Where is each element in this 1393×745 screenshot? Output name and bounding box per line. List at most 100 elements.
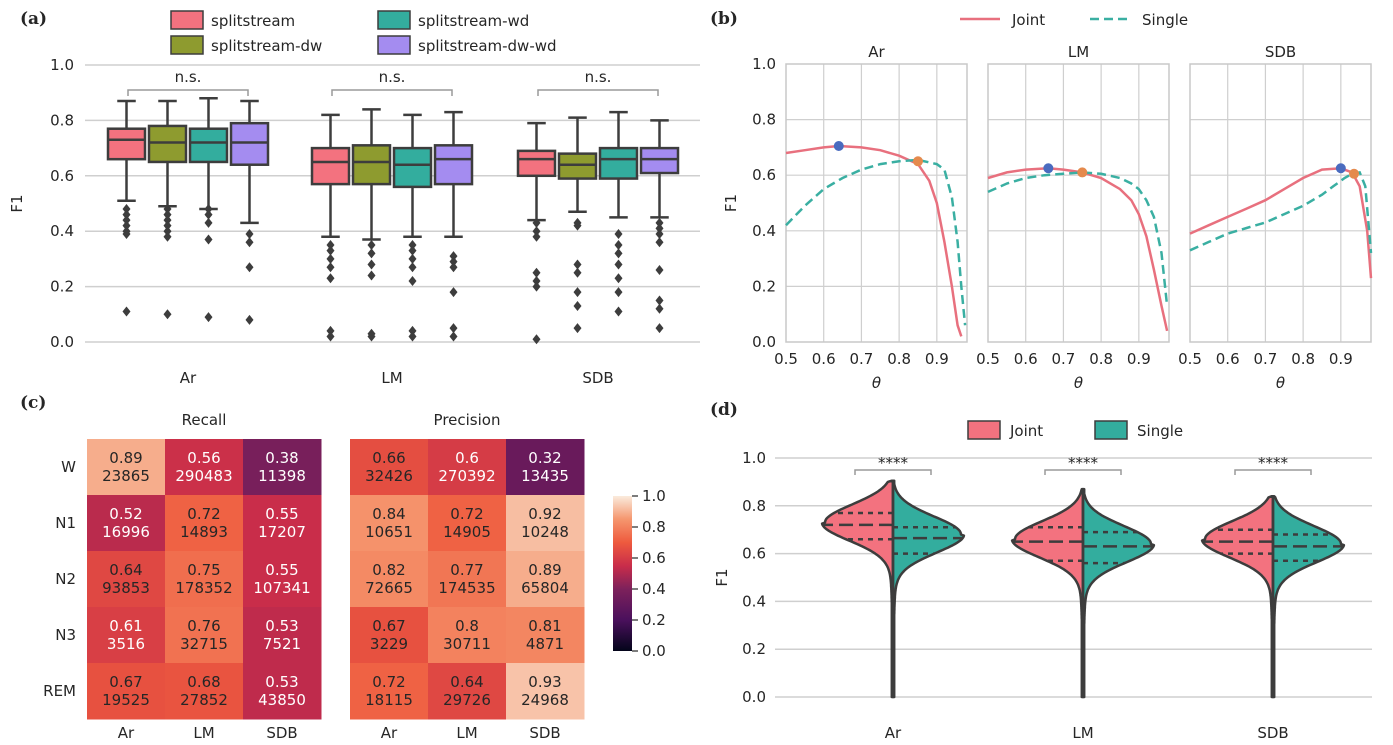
y-tick-label: 0.6	[742, 545, 766, 563]
colorbar-tick-label: 0.2	[642, 611, 666, 629]
x-tick-label: Ar	[885, 724, 902, 742]
cell-count: 107341	[253, 579, 310, 597]
cell-value: 0.55	[265, 505, 298, 523]
cell-value: 0.72	[187, 505, 220, 523]
outlier-marker	[326, 240, 335, 251]
x-tick-label: SDB	[266, 724, 297, 742]
x-tick-label: 0.7	[1051, 350, 1075, 368]
colorbar	[613, 496, 632, 651]
box-iqr	[106, 127, 147, 161]
outlier-marker	[326, 245, 335, 256]
outlier-marker	[532, 217, 541, 228]
y-tick-label: 0.4	[752, 222, 776, 240]
outlier-marker	[573, 323, 582, 334]
outlier-marker	[204, 312, 213, 323]
outlier-marker	[614, 228, 623, 239]
colorbar-tick-label: 0.4	[642, 580, 666, 598]
outlier-marker	[122, 209, 131, 220]
outlier-marker	[122, 204, 131, 215]
box-iqr	[188, 127, 229, 164]
outlier-marker	[532, 334, 541, 345]
cell-count: 10651	[365, 523, 413, 541]
box-Ar-3	[229, 99, 270, 325]
y-tick-label: 0.0	[742, 688, 766, 706]
cell-value: 0.72	[372, 673, 405, 691]
cell-count: 23865	[102, 467, 150, 485]
outlier-marker	[532, 231, 541, 242]
cell-value: 0.84	[372, 505, 405, 523]
box-SDB-2	[598, 110, 639, 317]
heatmap-cell	[243, 551, 322, 608]
legend-swatch	[377, 35, 411, 55]
peak-single-marker	[1077, 167, 1088, 178]
cell-value: 0.92	[528, 505, 561, 523]
outlier-marker	[573, 300, 582, 311]
x-tick-label: 0.5	[774, 350, 798, 368]
outlier-marker	[245, 228, 254, 239]
outlier-marker	[614, 287, 623, 298]
significance-bracket	[331, 89, 453, 96]
box-SDB-3	[639, 119, 680, 334]
y-tick-label: 0.4	[742, 592, 766, 610]
x-tick-label: LM	[193, 724, 214, 742]
outlier-marker	[204, 204, 213, 215]
heatmap-cell	[428, 495, 507, 552]
x-axis-label: θ	[1074, 374, 1083, 392]
cell-count: 11398	[258, 467, 306, 485]
heatmap-cell	[350, 607, 429, 664]
outlier-marker	[614, 259, 623, 270]
cell-count: 290483	[175, 467, 232, 485]
x-tick-label: 0.5	[1178, 350, 1202, 368]
subplot-title: SDB	[1265, 43, 1296, 61]
cell-value: 0.76	[187, 617, 220, 635]
legend-swatch	[170, 35, 204, 55]
panel-label-c: (c)	[20, 393, 46, 413]
heatmap-cell	[87, 607, 166, 664]
significance-bracket	[537, 89, 659, 96]
panel-label-a: (a)	[20, 9, 47, 29]
cell-count: 27852	[180, 691, 228, 709]
box-iqr	[392, 146, 433, 189]
heatmap-cell	[165, 439, 244, 496]
y-tick-label: 0.4	[50, 222, 74, 240]
outlier-marker	[573, 259, 582, 270]
x-tick-label: 0.7	[849, 350, 873, 368]
outlier-marker	[408, 262, 417, 273]
cell-count: 13435	[521, 467, 569, 485]
box-iqr	[351, 144, 392, 186]
outlier-marker	[245, 314, 254, 325]
violin-panel: 0.0 0.2 0.4 0.6 0.8 1.0 F1 **** Ar **** LM **** SDB J…	[713, 420, 1372, 742]
cell-count: 270392	[438, 467, 495, 485]
cell-value: 0.82	[372, 561, 405, 579]
y-tick-label: 0.2	[50, 278, 74, 296]
heatmap-cell	[87, 663, 166, 720]
heatmap-Precision: Precision0.66324260.62703920.32134350.84…	[350, 411, 585, 742]
outlier-marker	[367, 259, 376, 270]
series-single-line	[1189, 170, 1373, 254]
box-iqr	[557, 152, 598, 180]
axes-frame	[987, 63, 1170, 343]
outlier-marker	[326, 253, 335, 264]
x-tick-label: 0.9	[925, 350, 949, 368]
outlier-marker	[163, 215, 172, 226]
cell-count: 29726	[443, 691, 491, 709]
series-single-line	[987, 171, 1169, 307]
box-LM-1	[351, 108, 392, 342]
x-tick-label: 0.9	[1329, 350, 1353, 368]
heatmap-cell	[428, 439, 507, 496]
y-tick-label: 0.6	[50, 167, 74, 185]
significance-bracket	[1234, 469, 1312, 475]
y-tick-label: 0.2	[742, 640, 766, 658]
y-tick-label: REM	[43, 682, 76, 700]
significance-label: ****	[1258, 454, 1289, 472]
box-Ar-0	[106, 99, 147, 317]
series-single-line	[785, 158, 967, 326]
x-tick-label: 0.8	[1089, 350, 1113, 368]
outlier-marker	[326, 273, 335, 284]
legend-label: splitstream-dw	[211, 37, 322, 55]
cell-value: 0.72	[450, 505, 483, 523]
cell-count: 178352	[175, 579, 232, 597]
heatmap-cell	[243, 439, 322, 496]
outlier-marker	[408, 276, 417, 287]
heatmap-cell	[506, 551, 585, 608]
